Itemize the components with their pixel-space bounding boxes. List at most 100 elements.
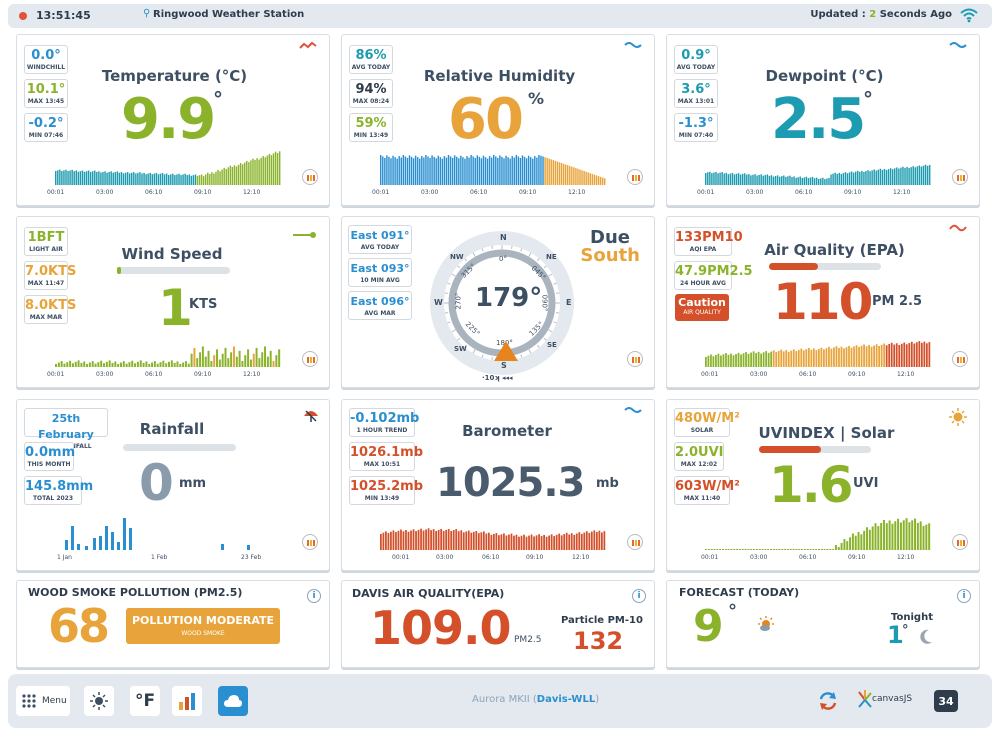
sparkline-bar xyxy=(71,169,73,185)
wood-smoke-card[interactable]: WOOD SMOKE POLLUTION (PM2.5) i 68 POLLUT… xyxy=(16,580,330,668)
chart-popup-icon[interactable] xyxy=(302,534,318,550)
baro-chart-axis: 00:01 03:00 06:10 09:10 12:10 xyxy=(392,554,590,561)
sparkline-bar xyxy=(131,360,134,367)
sparkline-bar xyxy=(388,156,390,185)
sparkline-bar xyxy=(885,523,888,550)
sparkline-bar xyxy=(880,344,883,367)
sparkline-bar xyxy=(505,155,507,185)
sparkline-bar xyxy=(792,349,795,367)
sparkline-bar xyxy=(840,174,843,185)
sparkline-bar xyxy=(269,350,272,367)
humidity-card[interactable]: 86% AVG TODAY 94% MAX 08:24 59% MIN 13:49 R… xyxy=(341,34,655,206)
chart-popup-icon[interactable] xyxy=(627,169,643,185)
trend-steady-icon xyxy=(949,42,967,48)
sparkline-bar xyxy=(598,530,601,550)
sparkline-bar xyxy=(536,157,538,185)
forecast-card[interactable]: FORECAST (TODAY) i 9 ° Tonight 1 ° xyxy=(666,580,980,668)
compass-tick xyxy=(536,344,540,348)
sparkline-bar xyxy=(470,532,473,550)
sparkline-bar xyxy=(910,167,912,185)
barometer-card[interactable]: -0.102mb 1 HOUR TREND 1026.1mb MAX 10:51 1… xyxy=(341,399,655,571)
sparkline-bar xyxy=(184,173,186,185)
sparkline-bar xyxy=(767,549,770,550)
sparkline-bar xyxy=(188,174,190,185)
sparkline-bar xyxy=(540,536,543,550)
davis-wll-link[interactable]: Davis-WLL xyxy=(536,694,596,705)
rain-bar xyxy=(65,540,68,550)
sparkline-bar xyxy=(873,169,875,185)
sparkline-bar xyxy=(810,349,813,367)
sparkline-bar xyxy=(495,533,498,550)
sparkline-bar xyxy=(404,156,407,185)
sparkline-bar xyxy=(834,544,837,550)
sparkline-bar xyxy=(451,157,454,185)
sparkline-bar xyxy=(597,176,600,185)
sparkline-bar xyxy=(423,157,425,185)
temp-min-box: -0.2° MIN 07:46 xyxy=(24,113,68,142)
chart-popup-icon[interactable] xyxy=(627,351,643,367)
theme-toggle-button[interactable] xyxy=(84,686,114,716)
air-quality-card[interactable]: 133PM10 AQI EPA 47.9PM2.5 24 HOUR AVG Caut… xyxy=(666,216,980,388)
chart-popup-icon[interactable] xyxy=(952,351,968,367)
compass-tick xyxy=(556,292,560,294)
dewpoint-card[interactable]: 0.9° AVG TODAY 3.6° MAX 13:01 -1.3° MIN 07:… xyxy=(666,34,980,206)
sparkline-bar xyxy=(795,177,797,185)
compass-tick xyxy=(520,354,523,358)
sparkline-bar xyxy=(758,549,761,550)
sparkline-bar xyxy=(863,530,866,550)
sparkline-bar xyxy=(425,529,427,550)
info-icon[interactable]: i xyxy=(307,589,321,603)
sparkline-bar xyxy=(885,170,888,185)
sparkline-bar xyxy=(386,155,388,185)
sparkline-bar xyxy=(545,536,548,550)
chart-popup-icon[interactable] xyxy=(952,169,968,185)
sparkline-bar xyxy=(402,155,405,185)
uv-value: 1.6 xyxy=(769,456,854,514)
uv-solar-card[interactable]: 480W/M² SOLAR 2.0UVI MAX 12:02 603W/M² MAX … xyxy=(666,399,980,571)
temperature-card[interactable]: 0.0° WINDCHILL 10.1° MAX 13:45 -0.2° MIN 07… xyxy=(16,34,330,206)
air-quality-title: Air Quality (EPA) xyxy=(764,241,905,259)
sparkline-bar xyxy=(777,350,780,367)
wind-speed-card[interactable]: 1BFT LIGHT AIR 7.0KTS MAX 11:47 8.0KTS MAX … xyxy=(16,216,330,388)
wind-direction-card[interactable]: East 091° AVG TODAY East 093° 10 MIN AVG E… xyxy=(341,216,655,388)
sparkline-bar xyxy=(870,346,873,367)
sparkline-bar xyxy=(928,342,931,367)
sparkline-bar xyxy=(498,535,500,550)
chart-popup-icon[interactable] xyxy=(302,169,318,185)
chart-popup-icon[interactable] xyxy=(952,534,968,550)
unit-toggle-button[interactable]: °F xyxy=(130,686,160,716)
charts-button[interactable] xyxy=(172,686,202,716)
sparkline-bar xyxy=(850,171,853,185)
sparkline-bar xyxy=(525,158,528,185)
sparkline-bar xyxy=(466,156,468,185)
info-icon[interactable]: i xyxy=(632,589,646,603)
chart-popup-icon[interactable] xyxy=(302,351,318,367)
sparkline-bar xyxy=(495,156,497,185)
sparkline-bar xyxy=(182,174,184,185)
info-icon[interactable]: i xyxy=(957,589,971,603)
sparkline-bar xyxy=(920,166,923,185)
sparkline-bar xyxy=(878,345,881,367)
aqi-pm10-box: 133PM10 AQI EPA xyxy=(674,227,743,256)
menu-button[interactable]: Menu xyxy=(16,686,70,716)
sparkline-bar xyxy=(131,172,133,185)
sparkline-bar xyxy=(769,549,772,550)
sparkline-bar xyxy=(760,353,762,367)
sparkline-bar xyxy=(845,347,848,367)
refresh-icon[interactable] xyxy=(818,691,838,711)
canvasjs-logo[interactable]: canvasJS xyxy=(858,690,914,714)
sparkline-bar xyxy=(854,171,857,185)
weather-app-button[interactable] xyxy=(218,686,248,716)
sparkline-bar xyxy=(593,174,596,185)
sparkline-bar xyxy=(266,356,269,367)
davis-air-quality-card[interactable]: DAVIS AIR QUALITY(EPA) i 109.0 PM2.5 Par… xyxy=(341,580,655,668)
weather34-badge[interactable]: 34 xyxy=(934,690,958,712)
sparkline-bar xyxy=(256,158,258,185)
forecast-title: FORECAST (TODAY) xyxy=(679,586,800,599)
sparkline-bar xyxy=(88,362,91,367)
sparkline-bar xyxy=(73,171,75,185)
baro-min-box: 1025.2mb MIN 13:49 xyxy=(349,476,423,505)
chart-popup-icon[interactable] xyxy=(627,534,643,550)
sparkline-bar xyxy=(877,526,880,550)
